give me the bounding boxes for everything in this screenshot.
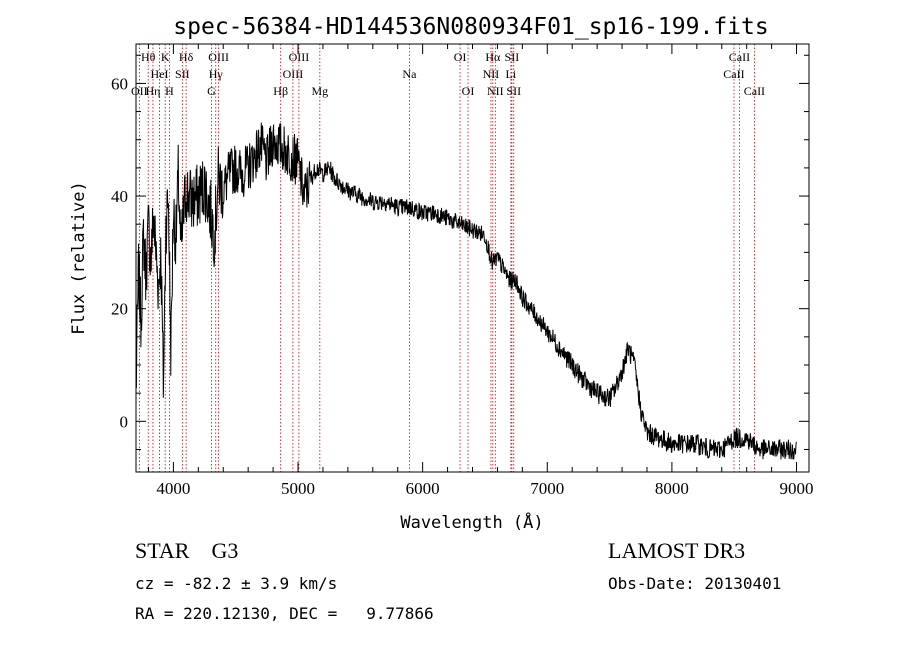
line-label-20: NII xyxy=(487,84,504,98)
line-label-15: Na xyxy=(402,67,417,81)
line-label-3: HeI xyxy=(151,67,169,81)
line-label-6: SII xyxy=(175,67,190,81)
line-label-25: CaII xyxy=(729,50,750,64)
x-tick-label: 9000 xyxy=(780,479,814,498)
line-label-16: OI xyxy=(454,50,467,64)
x-tick-label: 5000 xyxy=(281,479,315,498)
coordinates: RA = 220.12130, DEC = 9.77866 xyxy=(135,604,434,623)
y-tick-label: 40 xyxy=(111,187,128,206)
line-label-21: Li xyxy=(506,67,517,81)
line-label-17: OI xyxy=(462,84,475,98)
line-label-7: Hδ xyxy=(179,50,194,64)
y-tick-label: 20 xyxy=(111,300,128,319)
y-axis: 0 20 40 60 xyxy=(111,54,809,450)
x-tick-label: 7000 xyxy=(530,479,564,498)
line-label-10: OIII xyxy=(208,50,229,64)
survey-name: LAMOST DR3 xyxy=(608,538,746,563)
x-tick-label: 4000 xyxy=(156,479,190,498)
object-class: STAR G3 xyxy=(135,538,239,563)
line-label-14: Mg xyxy=(311,84,328,98)
line-label-19: Hα xyxy=(485,50,501,64)
x-tick-label: 6000 xyxy=(406,479,440,498)
spectrum-line xyxy=(135,122,797,460)
line-label-22: SII xyxy=(505,50,520,64)
y-tick-label: 0 xyxy=(120,412,129,431)
x-tick-label: 8000 xyxy=(655,479,689,498)
spectral-line-markers xyxy=(138,44,755,472)
line-label-11: Hβ xyxy=(273,84,288,98)
line-label-1: Hθ xyxy=(141,50,156,64)
observation-date: Obs-Date: 20130401 xyxy=(608,574,782,593)
x-axis-label: Wavelength (Å) xyxy=(400,511,543,533)
line-label-23: SII xyxy=(506,84,521,98)
line-label-4: K xyxy=(161,50,170,64)
line-label-18: NII xyxy=(483,67,500,81)
y-axis-label: Flux (relative) xyxy=(69,181,89,335)
line-label-26: CaII xyxy=(744,84,765,98)
line-label-9: Hγ xyxy=(209,67,224,81)
y-tick-label: 60 xyxy=(111,74,128,93)
x-axis: 4000 5000 6000 7000 8000 9000 xyxy=(147,44,814,498)
redshift-velocity: cz = -82.2 ± 3.9 km/s xyxy=(135,574,338,593)
line-label-2: Hη xyxy=(145,84,160,98)
line-label-12: OIII xyxy=(283,67,304,81)
plot-frame xyxy=(135,43,810,473)
spectrum-series xyxy=(135,122,797,460)
line-label-24: CaII xyxy=(723,67,744,81)
chart-title: spec-56384-HD144536N080934F01_sp16-199.f… xyxy=(173,14,768,40)
spectral-line-labels: OIIHθHηHeIKHSIIHδGHγOIIIHβOIIIOIIIMgNaOI… xyxy=(131,50,765,98)
line-label-8: G xyxy=(207,84,216,98)
line-label-0: OII xyxy=(131,84,148,98)
line-label-13: OIII xyxy=(289,50,310,64)
line-label-5: H xyxy=(165,84,174,98)
